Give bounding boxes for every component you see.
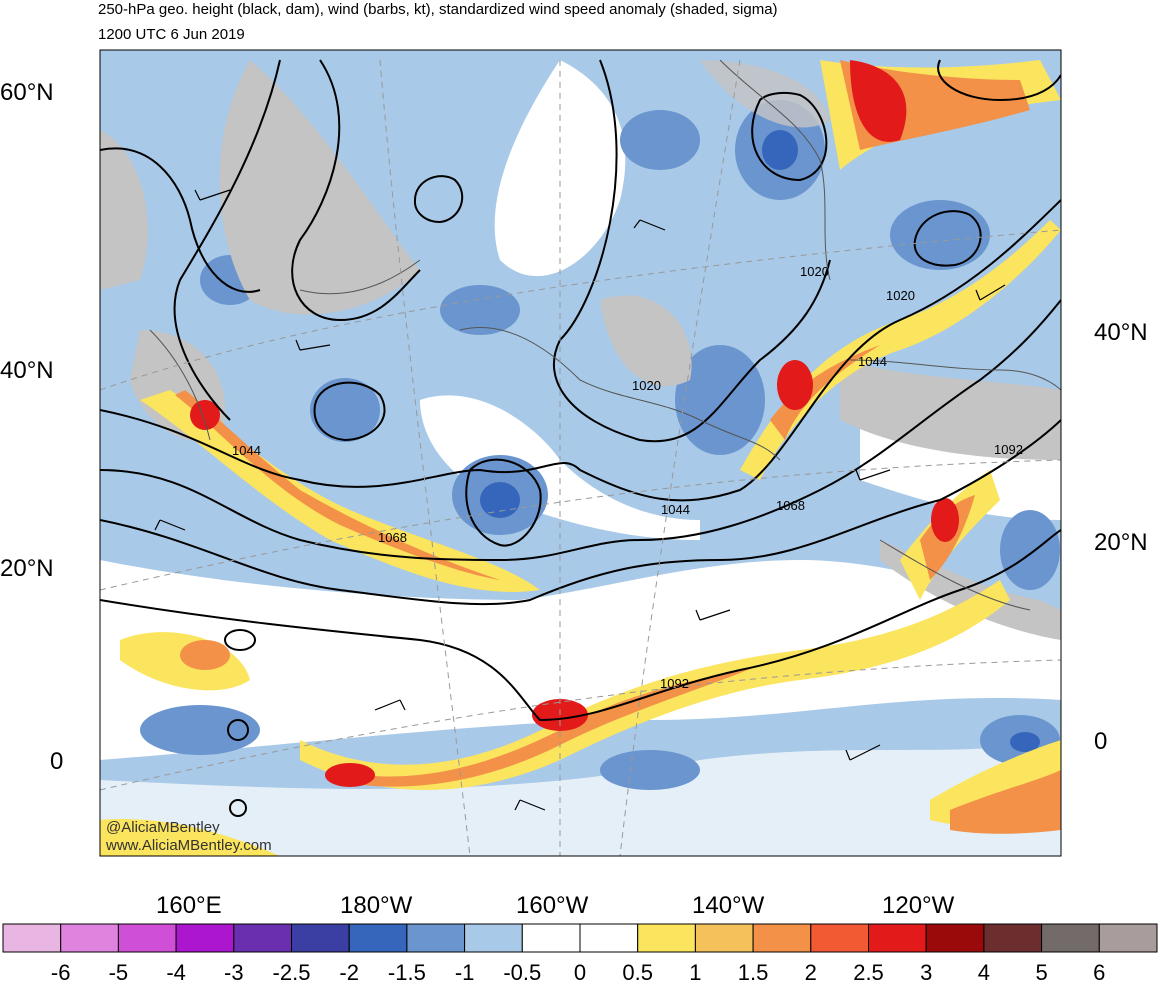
weather-map: 1020 1020 1020 1044 1044 1044 1068 1068 …	[99, 49, 1062, 857]
colorbar-swatch	[60, 923, 119, 953]
colorbar-label: -1.5	[387, 960, 426, 985]
colorbar-label: 6	[1093, 960, 1106, 985]
map-valid-time: 1200 UTC 6 Jun 2019	[98, 26, 245, 43]
credit-handle: @AliciaMBentley	[106, 819, 220, 836]
lon-label-bottom: 180°W	[340, 892, 413, 919]
contour-label: 1020	[632, 378, 661, 393]
contour-label: 1020	[800, 264, 829, 279]
colorbar-label: 5	[1035, 960, 1048, 985]
colorbar-label: 2.5	[853, 960, 884, 985]
colorbar-label: 3	[920, 960, 933, 985]
lat-label-left: 40°N	[0, 357, 54, 384]
anomaly-neutral-areas	[100, 60, 1061, 856]
colorbar-swatch	[464, 923, 523, 953]
colorbar-swatch	[983, 923, 1043, 953]
colorbar-label: -1	[454, 960, 475, 985]
height-contours	[100, 59, 1061, 817]
lat-label-left: 20°N	[0, 555, 54, 582]
contour-label: 1068	[776, 498, 805, 513]
lat-label-left: 60°N	[0, 79, 54, 106]
colorbar-label: -5	[108, 960, 129, 985]
anomaly-strong-negative-areas	[480, 130, 1040, 752]
colorbar	[2, 923, 1158, 953]
colorbar-swatch	[117, 923, 177, 953]
coastlines	[149, 59, 1061, 611]
colorbar-swatch	[1041, 923, 1100, 953]
colorbar-label: -0.5	[503, 960, 542, 985]
colorbar-swatch	[406, 923, 466, 953]
contour-label: 1092	[994, 442, 1023, 457]
colorbar-swatch	[694, 923, 754, 953]
lat-label-right: 40°N	[1094, 319, 1148, 346]
colorbar-swatch	[233, 923, 293, 953]
lon-label-bottom: 120°W	[882, 892, 955, 919]
colorbar-swatch	[2, 923, 62, 953]
colorbar-swatch	[348, 923, 408, 953]
colorbar-swatch	[579, 923, 639, 953]
colorbar-label: 1	[689, 960, 702, 985]
wind-barbs	[154, 189, 1006, 811]
colorbar-label: -2	[339, 960, 359, 985]
colorbar-swatch	[810, 923, 869, 953]
contour-label: 1044	[232, 443, 261, 458]
lat-label-left: 0	[50, 748, 64, 775]
colorbar-swatch	[175, 923, 235, 953]
colorbar-label: 0.5	[622, 960, 653, 985]
graticule	[100, 59, 1061, 856]
colorbar-swatch	[925, 923, 985, 953]
contour-label: 1020	[886, 288, 915, 303]
lon-label-bottom: 140°W	[692, 892, 765, 919]
colorbar-label: -2.5	[272, 960, 311, 985]
credit-website: www.AliciaMBentley.com	[105, 837, 272, 854]
contour-label: 1068	[378, 530, 407, 545]
map-frame	[99, 49, 1062, 857]
colorbar-swatch	[1098, 923, 1158, 953]
contour-label: 1092	[660, 676, 689, 691]
colorbar-swatch	[637, 923, 696, 953]
lon-label-bottom: 160°W	[516, 892, 589, 919]
lat-label-right: 0	[1094, 728, 1108, 755]
colorbar-swatch	[291, 923, 350, 953]
colorbar-swatch	[752, 923, 812, 953]
contour-label: 1044	[661, 502, 690, 517]
lon-label-bottom: 160°E	[156, 892, 222, 919]
colorbar-label: 4	[977, 960, 991, 985]
colorbar-label: -3	[224, 960, 244, 985]
colorbar-swatch	[868, 923, 927, 953]
colorbar-label: 1.5	[737, 960, 769, 985]
colorbar-label: -4	[166, 960, 186, 985]
map-title: 250-hPa geo. height (black, dam), wind (…	[98, 1, 778, 18]
colorbar-swatch	[521, 923, 581, 953]
colorbar-label: 2	[804, 960, 817, 985]
colorbar-label: -6	[50, 960, 71, 985]
contour-label: 1044	[858, 354, 887, 369]
lat-label-right: 20°N	[1094, 529, 1148, 556]
colorbar-label: 0	[573, 960, 587, 985]
